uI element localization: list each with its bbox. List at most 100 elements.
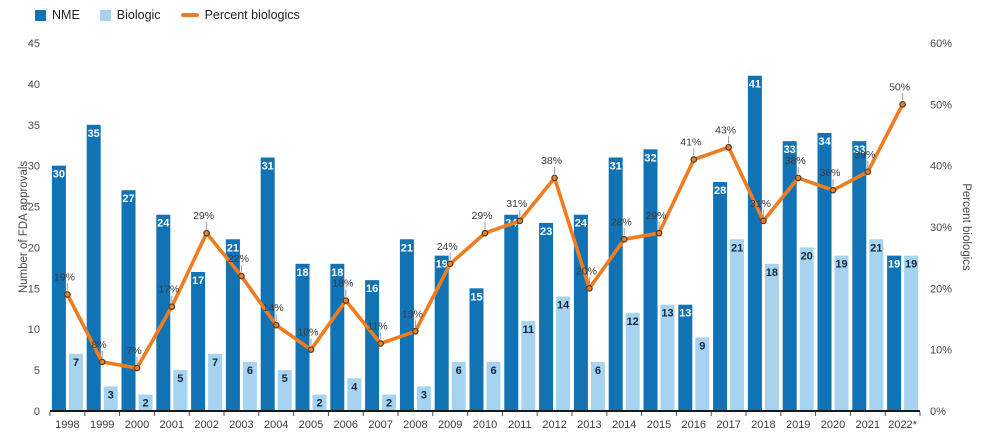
percent-point-label: 17% [158, 284, 179, 296]
percent-point-label: 29% [471, 210, 492, 222]
bar-biologic-2016 [695, 337, 710, 411]
x-tick-label: 2020 [821, 419, 845, 431]
percent-point-label: 38% [541, 155, 562, 167]
bar-biologic-2002 [208, 353, 223, 411]
bar-label-nme: 41 [749, 79, 761, 91]
x-tick-label: 2012 [542, 419, 566, 431]
bar-label-nme: 31 [262, 160, 274, 172]
percent-point-marker-2006 [342, 297, 350, 304]
percent-point-label: 24% [437, 241, 458, 253]
percent-point-marker-2008 [412, 327, 419, 335]
bar-label-biologic: 6 [247, 365, 253, 377]
bar-label-nme: 13 [679, 308, 691, 320]
biologic-swatch-icon [99, 9, 111, 21]
right-axis-tick-label: 0% [930, 406, 946, 418]
left-axis-tick-label: 30 [28, 161, 40, 173]
bar-biologic-2005 [312, 394, 327, 411]
percent-point-label: 14% [263, 302, 284, 314]
bar-label-nme: 17 [192, 275, 204, 287]
x-tick-label: 2022* [888, 419, 917, 431]
x-tick-label: 2007 [368, 419, 392, 431]
bar-label-nme: 19 [436, 259, 448, 271]
bar-nme-2008 [399, 239, 414, 411]
left-axis-tick-label: 5 [34, 365, 40, 377]
x-tick-label: 2008 [403, 419, 427, 431]
percent-point-label: 36% [819, 167, 840, 179]
percent-point-marker-2010 [481, 229, 489, 237]
bar-nme-1998 [51, 165, 66, 411]
percent-point-label: 41% [680, 137, 701, 149]
legend: NME Biologic Percent biologics [35, 8, 300, 22]
bar-nme-2012 [539, 222, 554, 411]
right-axis-tick-label: 20% [930, 283, 952, 295]
right-axis-tick-label: 60% [930, 38, 952, 50]
x-tick-label: 2006 [334, 419, 358, 431]
bar-label-nme: 18 [331, 267, 343, 279]
bar-nme-2002 [191, 271, 206, 411]
percent-point-marker-2001 [168, 303, 176, 311]
bar-label-biologic: 3 [421, 389, 427, 401]
bar-label-nme: 30 [53, 169, 65, 181]
percent-point-marker-1998 [64, 291, 71, 298]
percent-point-marker-2021 [864, 168, 872, 176]
legend-label-nme: NME [52, 8, 80, 22]
bar-label-biologic: 21 [731, 242, 743, 254]
bar-biologic-2004 [277, 370, 292, 411]
bar-nme-2011 [504, 214, 519, 411]
bar-label-biologic: 6 [595, 365, 601, 377]
bar-biologic-1999 [103, 386, 118, 411]
percent-point-label: 13% [402, 308, 423, 320]
bar-label-nme: 19 [888, 259, 900, 271]
x-tick-label: 2014 [612, 419, 636, 431]
bar-nme-2015 [643, 149, 658, 412]
percent-point-marker-2004 [272, 321, 280, 329]
percent-point-label: 11% [367, 321, 387, 333]
bar-label-biologic: 12 [627, 316, 639, 328]
bar-nme-2022* [887, 255, 902, 411]
x-tick-label: 2001 [160, 419, 184, 431]
legend-item-nme: NME [35, 8, 80, 22]
bar-label-biologic: 19 [835, 259, 847, 271]
x-tick-label: 2010 [473, 419, 497, 431]
x-tick-label: 2011 [508, 419, 532, 431]
bar-nme-2003 [225, 239, 240, 411]
x-tick-label: 1998 [55, 419, 79, 431]
percent-point-label: 18% [332, 278, 353, 290]
percent-point-marker-2003 [238, 272, 245, 280]
percent-biologics-line-icon [180, 13, 199, 17]
percent-point-label: 29% [193, 210, 214, 222]
bar-biologic-2020 [834, 255, 849, 411]
percent-point-marker-2017 [725, 143, 732, 151]
percent-point-label: 20% [576, 265, 597, 277]
bar-label-nme: 24 [575, 218, 588, 230]
bar-label-biologic: 6 [456, 365, 462, 377]
legend-label-percent-biologics: Percent biologics [204, 8, 300, 22]
bar-label-biologic: 21 [870, 242, 882, 254]
x-tick-label: 2005 [299, 419, 323, 431]
percent-point-marker-2009 [446, 260, 454, 268]
x-tick-label: 2015 [647, 419, 671, 431]
bar-biologic-2010 [486, 361, 501, 411]
bar-label-biologic: 2 [316, 398, 322, 410]
bar-label-nme: 24 [157, 218, 170, 230]
legend-item-biologic: Biologic [99, 8, 161, 22]
bar-biologic-2006 [347, 378, 362, 411]
bar-biologic-2007 [382, 394, 397, 411]
right-axis-tick-label: 50% [930, 99, 952, 111]
bar-nme-2009 [434, 255, 449, 411]
percent-point-marker-2007 [377, 340, 384, 347]
left-axis-tick-label: 35 [28, 120, 40, 132]
bar-biologic-2011 [521, 321, 536, 411]
bar-label-nme: 21 [227, 242, 239, 254]
right-axis-tick-label: 10% [930, 345, 952, 357]
nme-swatch-icon [35, 9, 46, 21]
bar-biologic-2012 [556, 296, 571, 411]
left-axis-tick-label: 10 [28, 324, 40, 336]
bar-label-nme: 27 [122, 193, 134, 205]
x-tick-label: 2017 [716, 419, 740, 431]
bar-biologic-2017 [730, 239, 745, 411]
percent-point-marker-2014 [620, 235, 628, 243]
bar-biologic-2019 [799, 247, 814, 411]
percent-point-marker-2015 [655, 229, 663, 237]
bar-biologic-2018 [764, 263, 779, 411]
